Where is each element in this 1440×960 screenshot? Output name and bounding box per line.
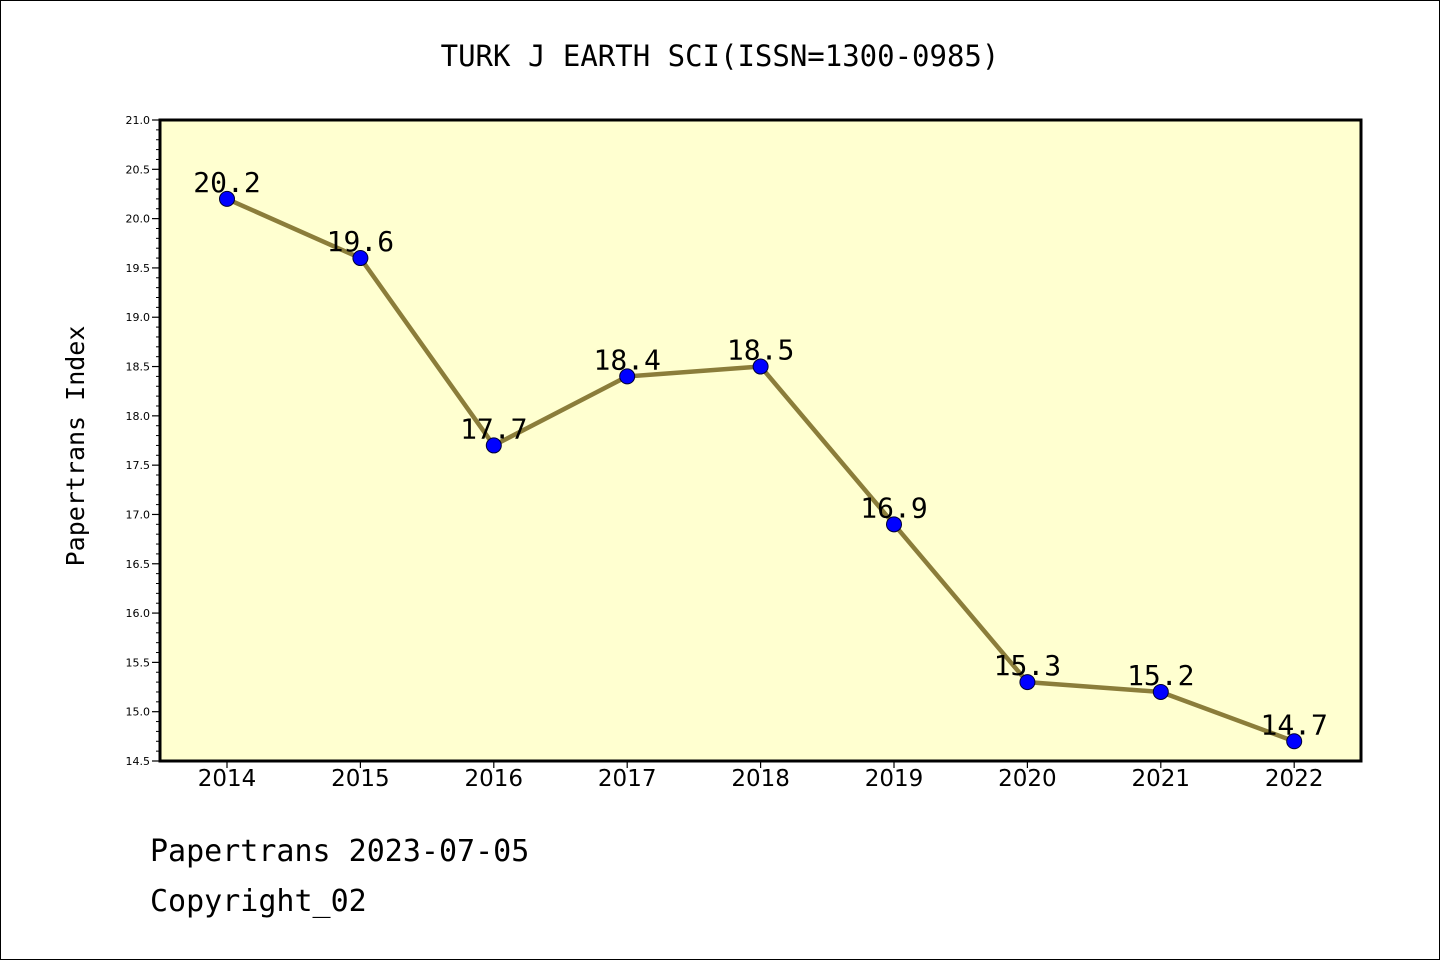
y-tick-label: 15.5 xyxy=(126,656,151,669)
y-tick-label: 15.0 xyxy=(126,706,151,719)
x-axis: 2014 2015 2016 2017 2018 2019 2020 2021 2022 xyxy=(198,761,1324,792)
footer-date: Papertrans 2023-07-05 xyxy=(150,834,530,869)
data-label: 18.4 xyxy=(593,343,660,376)
data-point xyxy=(752,358,769,375)
data-label: 20.2 xyxy=(193,166,260,199)
chart-title: TURK J EARTH SCI(ISSN=1300-0985) xyxy=(441,39,1000,73)
y-tick-label: 20.5 xyxy=(126,163,151,176)
footer-copyright: Copyright_02 xyxy=(150,884,367,919)
data-point xyxy=(1019,674,1036,691)
data-label: 14.7 xyxy=(1260,708,1327,741)
data-point xyxy=(219,190,235,207)
y-tick-label: 16.0 xyxy=(126,607,151,620)
data-label: 18.5 xyxy=(727,334,794,367)
data-point xyxy=(1152,683,1169,700)
data-point xyxy=(485,437,502,454)
y-tick-label: 19.5 xyxy=(126,262,151,275)
x-tick-label: 2018 xyxy=(731,766,790,792)
data-point xyxy=(619,368,636,385)
plot-border xyxy=(158,118,1363,763)
x-tick-label: 2021 xyxy=(1132,766,1191,792)
y-tick-label: 17.0 xyxy=(126,508,151,521)
x-tick-label: 2020 xyxy=(998,766,1057,792)
data-label: 17.7 xyxy=(460,412,527,445)
data-point xyxy=(352,250,369,267)
data-point xyxy=(886,516,902,533)
y-tick-label: 18.5 xyxy=(126,361,151,374)
plot-area xyxy=(160,120,1361,761)
y-axis: 14.5 15.0 15.5 16.0 16.5 17.0 17.5 18.0 18.5 19.0… xyxy=(126,114,160,768)
data-markers xyxy=(219,190,1303,750)
x-tick-label: 2019 xyxy=(865,766,924,792)
y-tick-label: 17.5 xyxy=(126,459,151,472)
y-tick-label: 21.0 xyxy=(126,114,151,127)
data-label: 15.3 xyxy=(994,649,1061,682)
x-tick-label: 2017 xyxy=(598,766,657,792)
y-tick-label: 20.0 xyxy=(126,213,151,226)
y-tick-label: 19.0 xyxy=(126,311,151,324)
y-tick-label: 16.5 xyxy=(126,558,151,571)
data-label: 15.2 xyxy=(1127,659,1194,692)
x-tick-label: 2015 xyxy=(331,766,390,792)
x-tick-label: 2014 xyxy=(198,766,257,792)
data-label: 19.6 xyxy=(327,225,394,258)
x-tick-label: 2016 xyxy=(465,766,524,792)
x-tick-label: 2022 xyxy=(1265,766,1324,792)
data-point xyxy=(1286,733,1303,750)
data-label: 16.9 xyxy=(860,491,927,524)
y-axis-label: Papertrans Index xyxy=(61,326,90,567)
y-tick-label: 18.0 xyxy=(126,410,151,423)
data-labels: 20.2 19.6 17.7 18.4 18.5 16.9 15.3 15.2 14.7 xyxy=(193,166,1328,741)
y-tick-label: 14.5 xyxy=(126,755,151,768)
